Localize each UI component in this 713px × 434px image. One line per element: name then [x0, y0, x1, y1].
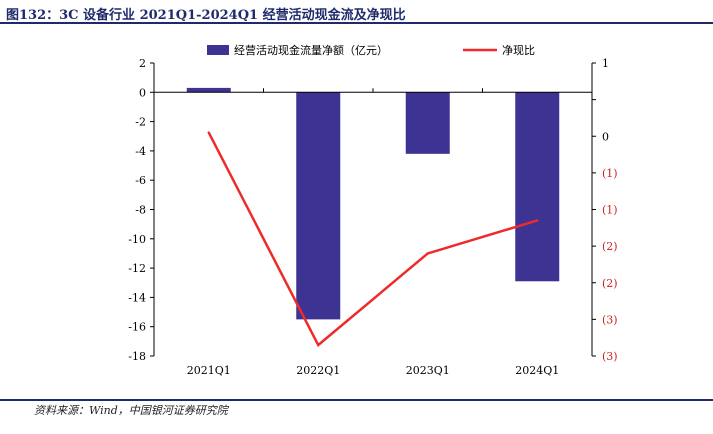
- right-axis-tick-label: (1): [602, 167, 618, 180]
- x-axis-tick-label: 2021Q1: [187, 364, 231, 377]
- left-axis-tick-label: -12: [128, 262, 146, 275]
- left-axis-tick-label: -18: [128, 350, 146, 363]
- left-axis-tick-label: -14: [128, 291, 146, 304]
- left-axis-tick-label: -10: [128, 233, 146, 246]
- left-axis-tick-label: 0: [139, 86, 146, 99]
- x-axis-tick-label: 2023Q1: [406, 364, 450, 377]
- bar: [186, 87, 231, 93]
- x-axis-tick-label: 2024Q1: [515, 364, 559, 377]
- legend-label-line: 净现比: [502, 43, 535, 57]
- legend-label-bar: 经营活动现金流量净额（亿元）: [234, 43, 388, 57]
- legend-swatch-bar: [207, 45, 229, 55]
- line-point: [317, 343, 320, 347]
- left-axis-tick-label: -6: [135, 174, 146, 187]
- right-axis-tick-label: (1): [602, 204, 618, 217]
- right-axis-tick-label: 0: [602, 130, 609, 143]
- bar: [296, 92, 341, 320]
- line-point: [207, 131, 210, 134]
- x-axis-tick-label: 2022Q1: [296, 364, 340, 377]
- right-axis-tick-label: (2): [602, 277, 618, 290]
- right-axis-tick-label: 1: [602, 57, 609, 70]
- figure-title: 图132：3C 设备行业 2021Q1-2024Q1 经营活动现金流及净现比: [6, 8, 406, 23]
- right-axis-tick-label: (3): [602, 313, 618, 326]
- right-axis-tick-label: (2): [602, 240, 618, 253]
- line-point: [536, 219, 539, 222]
- line-point: [426, 252, 429, 255]
- series-line: [207, 132, 538, 347]
- source-note: 资料来源：Wind，中国银河证券研究院: [34, 404, 228, 417]
- left-axis-tick-label: -16: [128, 321, 146, 334]
- footer-rule: [0, 399, 713, 401]
- left-axis-tick-label: -8: [135, 204, 146, 217]
- title-rule: [0, 22, 713, 24]
- left-axis-tick-label: -4: [135, 145, 146, 158]
- left-axis-tick-label: 2: [139, 57, 146, 70]
- bar: [515, 92, 560, 282]
- left-axis-tick-label: -2: [135, 116, 146, 129]
- bar: [405, 92, 450, 154]
- right-axis-tick-label: (3): [602, 350, 618, 363]
